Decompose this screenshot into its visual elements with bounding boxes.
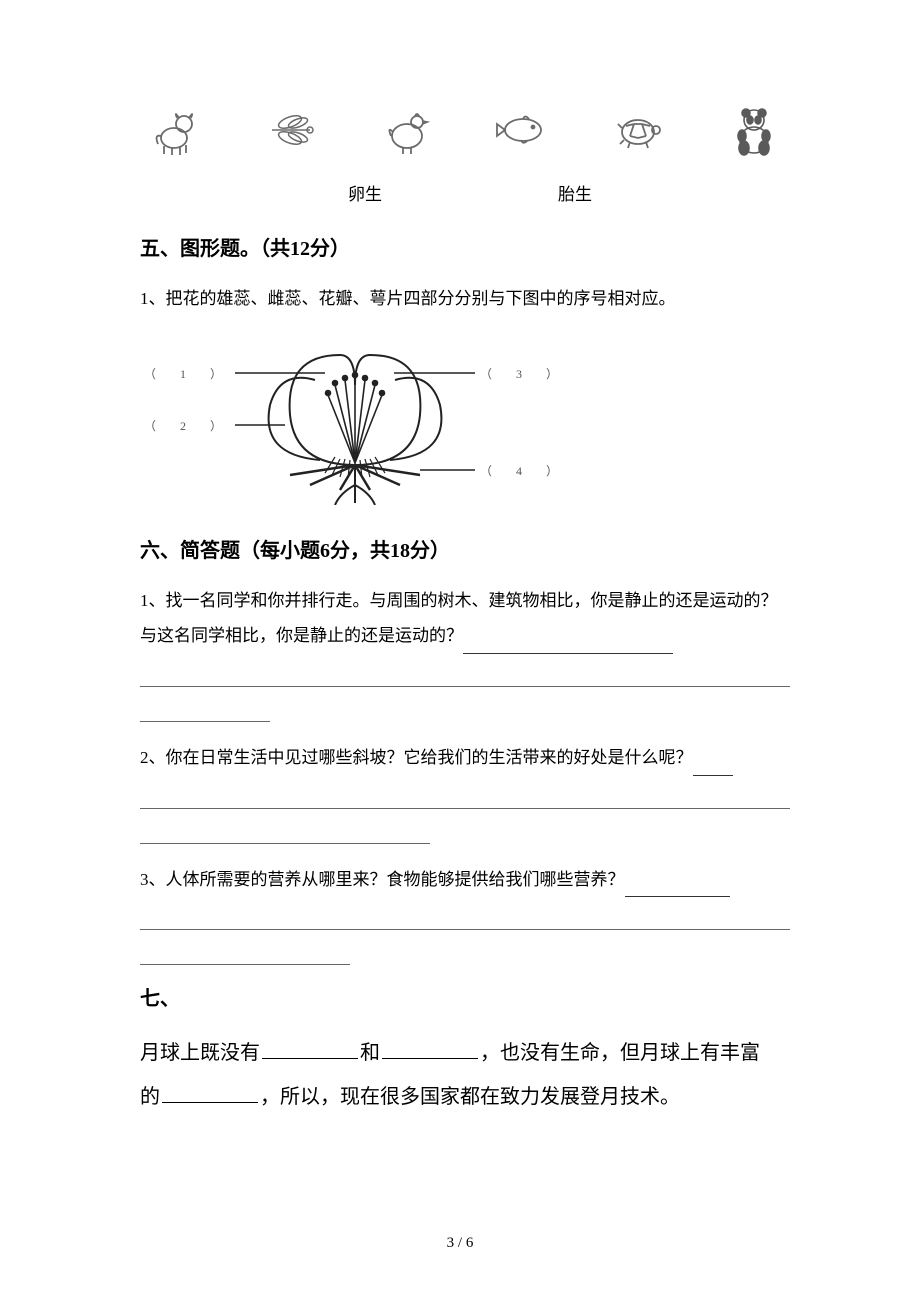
s7-line1c: ，也没有生命，但月球上有丰富 xyxy=(480,1042,760,1064)
section6-q2: 2、你在日常生活中见过哪些斜坡？它给我们的生活带来的好处是什么呢？ xyxy=(140,740,790,844)
section6-q2-text: 2、你在日常生活中见过哪些斜坡？它给我们的生活带来的好处是什么呢？ xyxy=(140,748,693,767)
flower-label-2: （ 2 ） xyxy=(144,417,222,434)
label-oviparous: 卵生 xyxy=(348,180,382,205)
reproduction-labels: 卵生 胎生 xyxy=(140,180,790,205)
section5-q1: 1、把花的雄蕊、雌蕊、花瓣、萼片四部分分别与下图中的序号相对应。 xyxy=(140,281,790,317)
fill-blank xyxy=(262,1039,358,1059)
section6-q3: 3、人体所需要的营养从哪里来？食物能够提供给我们哪些营养？ xyxy=(140,862,790,966)
s7-line2a: 的 xyxy=(140,1086,160,1108)
fish-icon xyxy=(493,100,553,160)
blank-line xyxy=(140,929,790,930)
blank-inline xyxy=(693,757,733,776)
blank-inline xyxy=(463,635,673,654)
flower-label-4: （ 4 ） xyxy=(480,462,558,479)
blank-line xyxy=(140,686,790,687)
chicken-icon xyxy=(377,100,437,160)
s7-line1b: 和 xyxy=(360,1042,380,1064)
panda-icon xyxy=(724,100,784,160)
section7-heading: 七、 xyxy=(140,983,790,1015)
dragonfly-icon xyxy=(262,100,322,160)
blank-line xyxy=(140,808,790,809)
flower-diagram: （ 1 ） （ 2 ） （ 3 ） （ 4 ） xyxy=(140,325,570,505)
label-viviparous: 胎生 xyxy=(558,180,592,205)
section6-q1-text: 1、找一名同学和你并排行走。与周围的树木、建筑物相比，你是静止的还是运动的？与这… xyxy=(140,591,778,646)
fill-blank xyxy=(162,1083,258,1103)
page-number: 3 / 6 xyxy=(0,1235,920,1252)
fill-blank xyxy=(382,1039,478,1059)
dog-icon xyxy=(146,100,206,160)
blank-line-short xyxy=(140,721,270,722)
blank-inline xyxy=(625,878,730,897)
flower-label-1: （ 1 ） xyxy=(144,365,222,382)
s7-line1a: 月球上既没有 xyxy=(140,1042,260,1064)
s7-line2b: ，所以，现在很多国家都在致力发展登月技术。 xyxy=(260,1086,680,1108)
animals-row xyxy=(140,100,790,160)
section6-q3-text: 3、人体所需要的营养从哪里来？食物能够提供给我们哪些营养？ xyxy=(140,870,625,889)
section5-heading: 五、图形题。（共12分） xyxy=(140,233,790,265)
blank-line-short xyxy=(140,964,350,965)
section7-body: 月球上既没有 和 ，也没有生命，但月球上有丰富 的 ，所以，现在很多国家都在致力发展登… xyxy=(140,1031,790,1119)
blank-line-short xyxy=(140,843,430,844)
flower-label-3: （ 3 ） xyxy=(480,365,558,382)
turtle-icon xyxy=(608,100,668,160)
section6-q1: 1、找一名同学和你并排行走。与周围的树木、建筑物相比，你是静止的还是运动的？与这… xyxy=(140,583,790,722)
section6-heading: 六、简答题（每小题6分，共18分） xyxy=(140,535,790,567)
